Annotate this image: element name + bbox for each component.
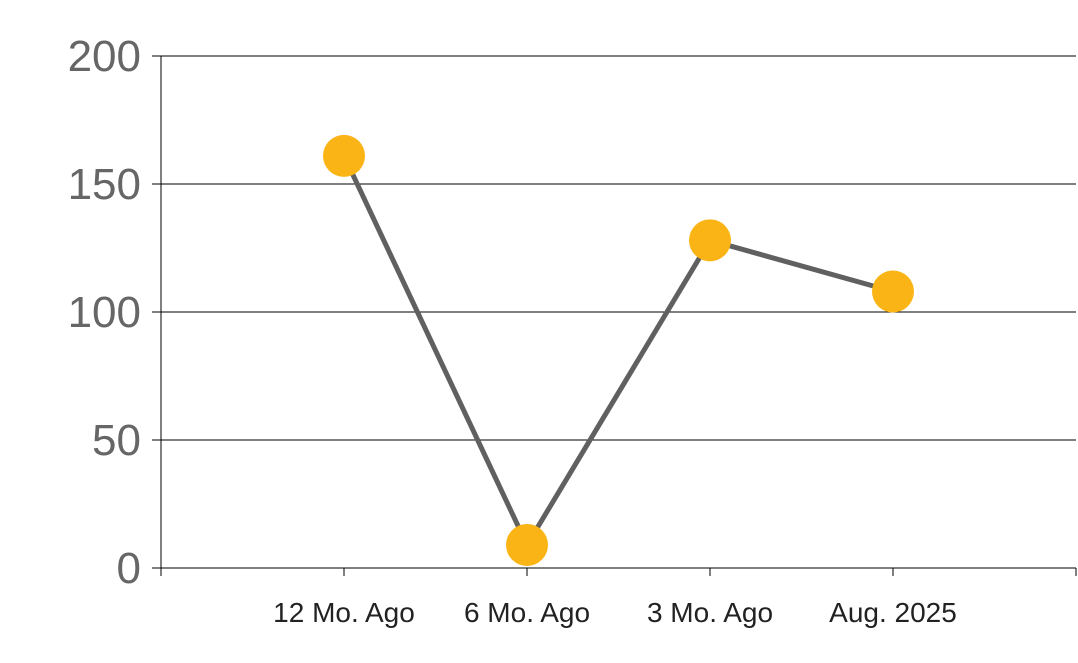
- y-tick-label: 0: [117, 544, 141, 593]
- axes: [152, 55, 1077, 576]
- markers: [323, 134, 914, 566]
- x-tick-label: 6 Mo. Ago: [464, 597, 590, 628]
- data-point-marker: [506, 523, 548, 566]
- y-tick-label: 150: [68, 160, 141, 209]
- y-axis-tick-labels: 0 50 100 150 200: [68, 32, 141, 593]
- data-point-marker: [689, 219, 731, 262]
- data-point-marker: [323, 134, 365, 177]
- series-line: [341, 153, 896, 548]
- data-point-marker: [872, 270, 914, 313]
- y-tick-label: 50: [92, 416, 141, 465]
- y-tick-label: 200: [68, 32, 141, 81]
- y-tick-label: 100: [68, 288, 141, 337]
- gridlines: [161, 55, 1076, 441]
- series: [341, 153, 896, 548]
- x-tick-label: 3 Mo. Ago: [647, 597, 773, 628]
- x-axis-tick-labels: 12 Mo. Ago 6 Mo. Ago 3 Mo. Ago Aug. 2025: [273, 597, 957, 628]
- x-tick-label: 12 Mo. Ago: [273, 597, 415, 628]
- x-tick-label: Aug. 2025: [829, 597, 957, 628]
